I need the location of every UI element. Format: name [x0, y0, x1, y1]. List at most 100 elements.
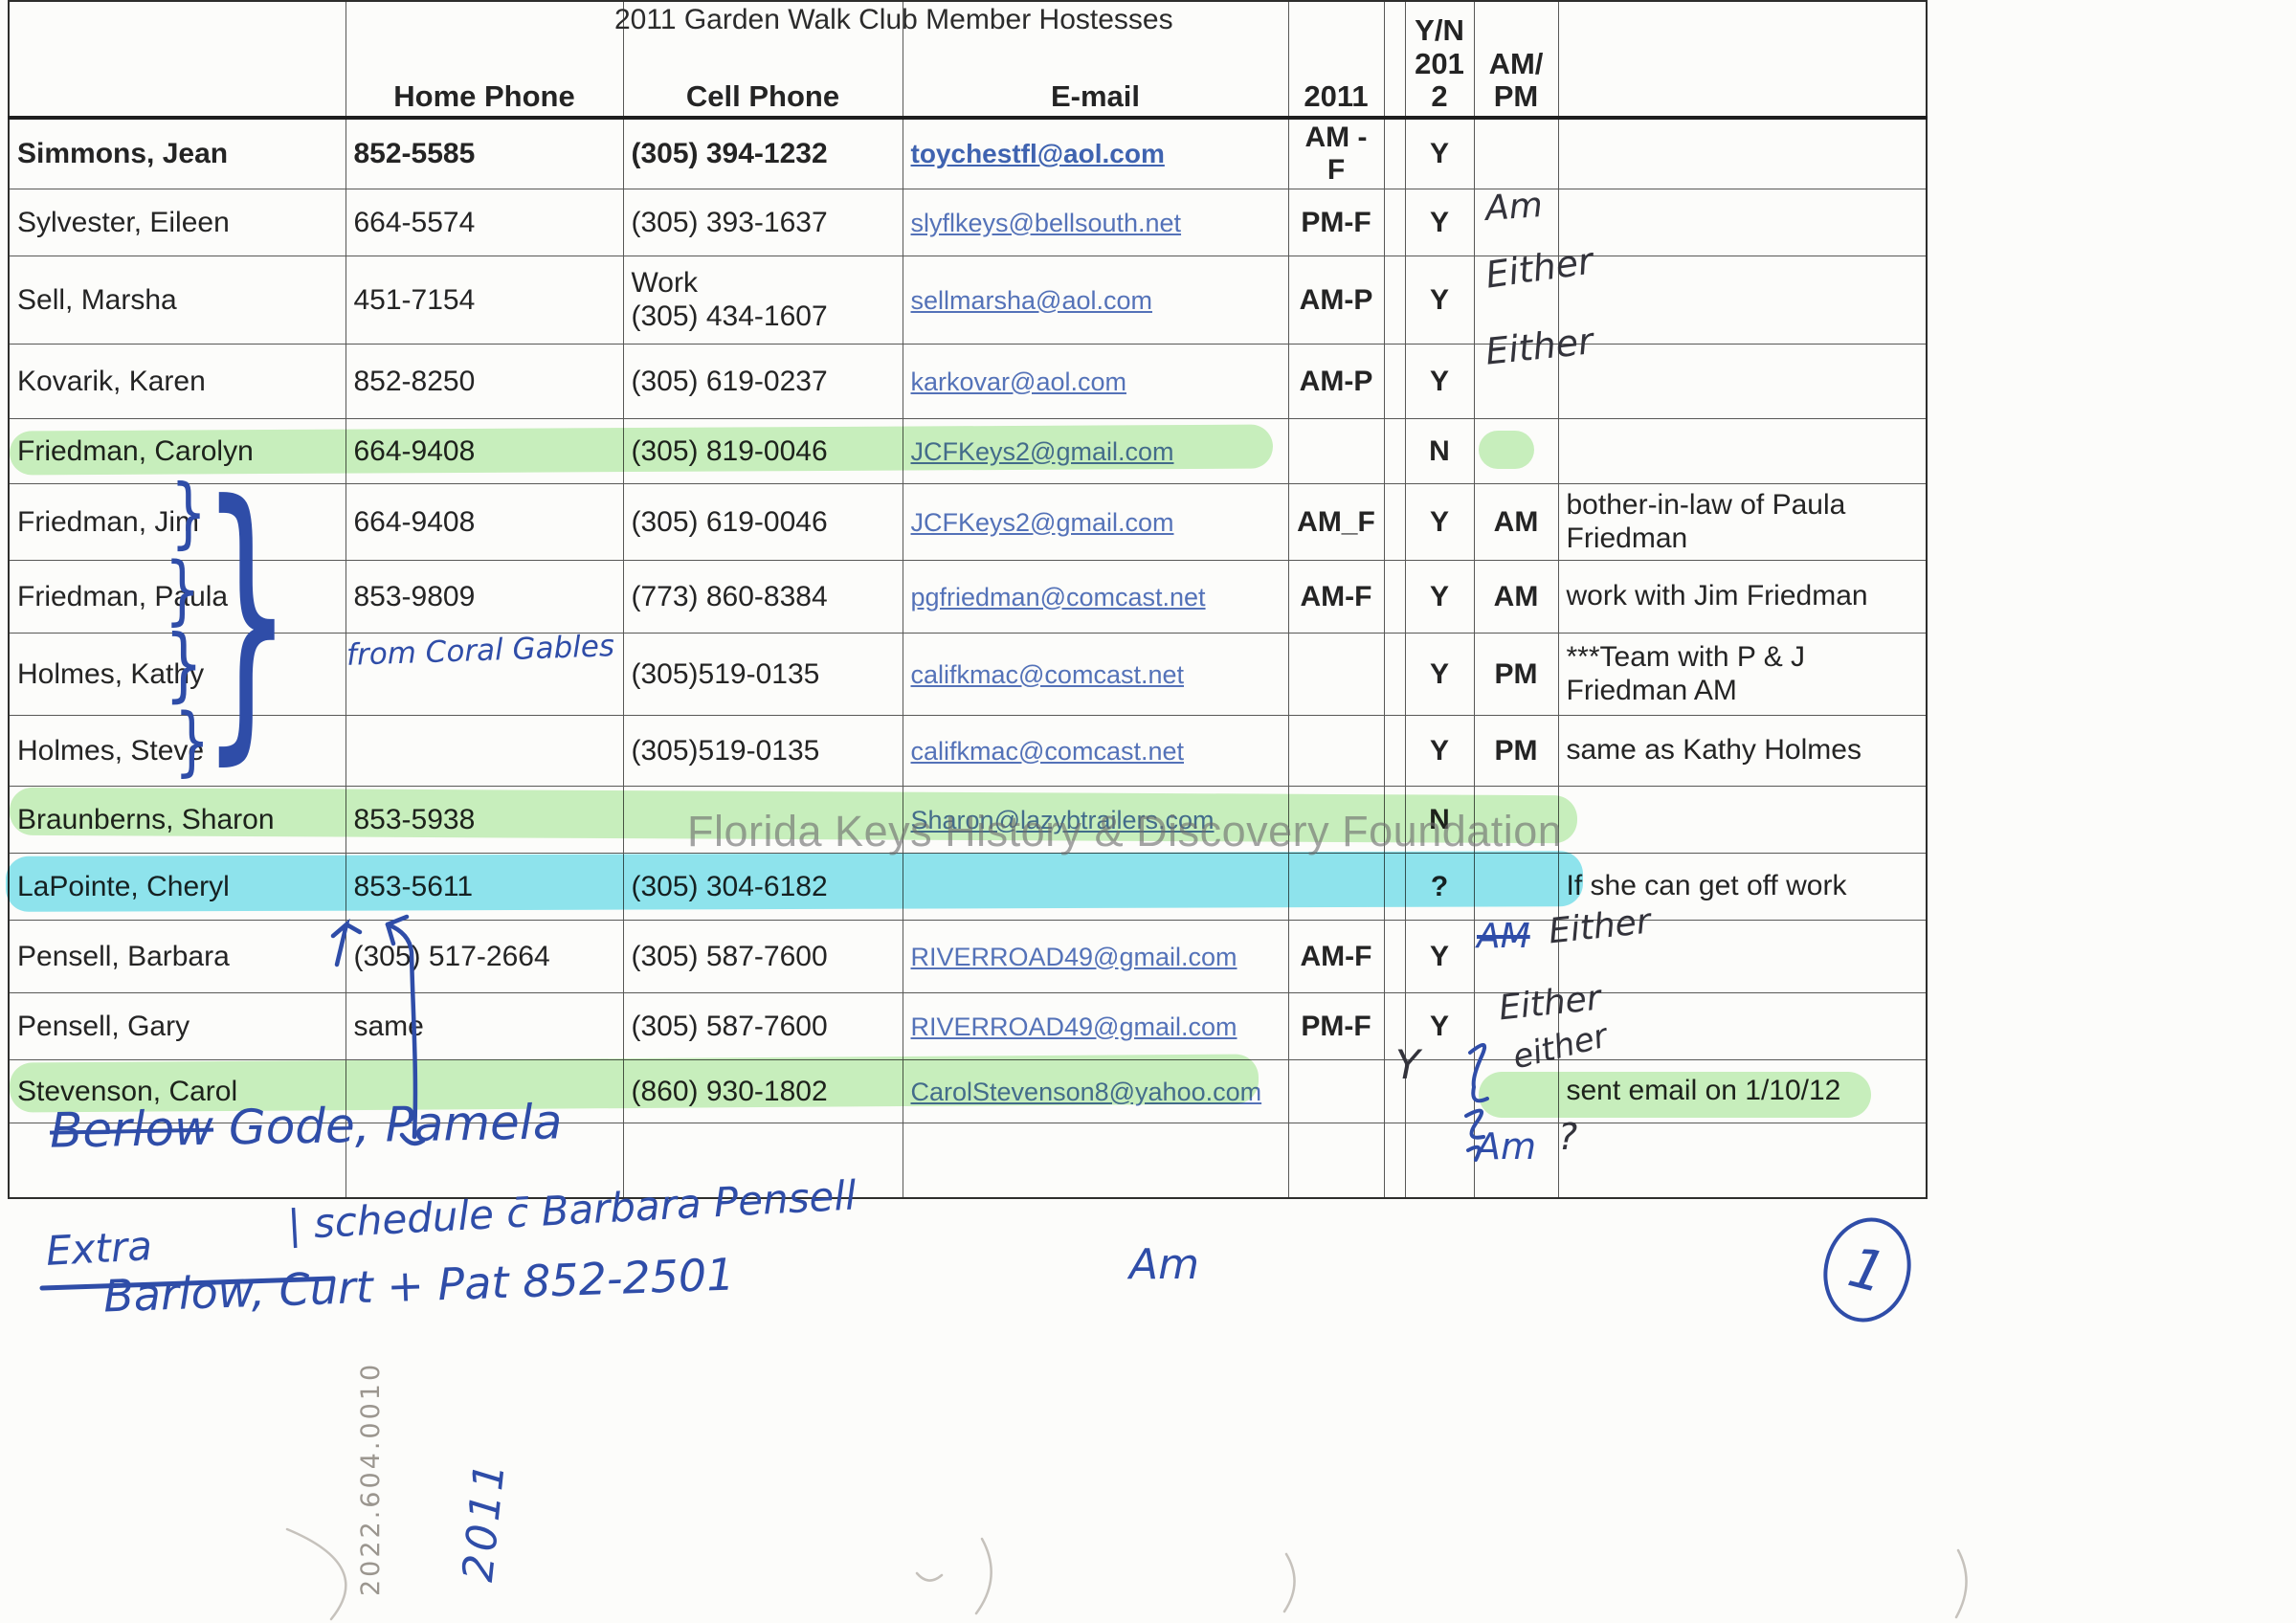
- 2011-cell: [1287, 715, 1385, 787]
- yn-cell: Y: [1404, 189, 1475, 256]
- header-row: Home Phone Cell Phone E-mail 2011 Y/N 20…: [8, 0, 1928, 120]
- page-number: 1: [1841, 1234, 1893, 1306]
- email-text: CarolStevenson8@yahoo.com: [910, 1077, 1262, 1106]
- ampm-cell: [1473, 920, 1559, 993]
- spacer-cell: [1383, 483, 1406, 561]
- table-row-holmes-steve: Holmes, Steve (305)519-0135 califkmac@co…: [8, 715, 1928, 787]
- cell-phone-cell: [622, 1123, 903, 1198]
- home-phone-cell: 664-9408: [345, 418, 624, 484]
- note-cell: If she can get off work: [1557, 853, 1928, 921]
- email-cell: slyflkeys@bellsouth.net: [902, 189, 1289, 256]
- handwritten-ampm-sylvester: Am: [1483, 185, 1545, 230]
- note-cell: [1557, 256, 1928, 345]
- pencil-marks: [285, 1527, 1968, 1621]
- name-cell: Pensell, Gary: [8, 992, 346, 1060]
- handwritten-extra-label: Extra: [44, 1222, 154, 1275]
- yn-cell: N: [1404, 418, 1475, 484]
- name-cell: [8, 1123, 346, 1198]
- ampm-cell: PM: [1473, 633, 1559, 716]
- email-cell: JCFKeys2@gmail.com: [902, 418, 1289, 484]
- catalog-number: 2022.604.0010: [356, 1361, 386, 1596]
- handwritten-gode-name: Gode, Pamela: [228, 1094, 563, 1156]
- brace-ink: }: [165, 617, 204, 711]
- ampm-cell: [1473, 418, 1559, 484]
- note-cell: [1557, 344, 1928, 419]
- spacer-cell: [1383, 853, 1406, 921]
- email-cell: califkmac@comcast.net: [902, 715, 1289, 787]
- email-text: califkmac@comcast.net: [910, 659, 1185, 689]
- email-cell: JCFKeys2@gmail.com: [902, 483, 1289, 561]
- note-cell: [1557, 992, 1928, 1060]
- spacer-cell: [1383, 256, 1406, 345]
- handwritten-struck-berlow: Berlow: [49, 1100, 214, 1159]
- email-cell: CarolStevenson8@yahoo.com: [902, 1059, 1289, 1123]
- email-cell: sellmarsha@aol.com: [902, 256, 1289, 345]
- table-row-friedman-carolyn: Friedman, Carolyn 664-9408 (305) 819-004…: [8, 418, 1928, 484]
- ampm-cell: PM: [1473, 715, 1559, 787]
- watermark-text: Florida Keys History & Discovery Foundat…: [687, 807, 1563, 856]
- name-cell: Friedman, Jim: [8, 483, 346, 561]
- handwritten-am-extra: Am: [1129, 1240, 1199, 1289]
- cell-phone-cell: (773) 860-8384: [622, 560, 903, 634]
- home-phone-cell: same: [345, 992, 624, 1060]
- yn-cell: Y: [1404, 920, 1475, 993]
- yn-cell: Y: [1404, 633, 1475, 716]
- note-cell: [1557, 189, 1928, 256]
- email-text: karkovar@aol.com: [910, 367, 1126, 396]
- home-phone-cell: 853-9809: [345, 560, 624, 634]
- email-cell: pgfriedman@comcast.net: [902, 560, 1289, 634]
- header-cell-phone: Cell Phone: [622, 0, 903, 120]
- cell-phone-number: (305) 434-1607: [631, 300, 828, 332]
- email-text: JCFKeys2@gmail.com: [910, 436, 1174, 466]
- home-phone-cell: (305) 517-2664: [345, 920, 624, 993]
- handwritten-ampm-gode: Am: [1476, 1125, 1537, 1167]
- spacer-cell: [1383, 117, 1406, 189]
- header-notes: [1557, 0, 1928, 120]
- brace-ink: }: [174, 699, 211, 785]
- 2011-cell: AM-P: [1287, 256, 1385, 345]
- handwritten-barlow-entry: Barlow, Curt + Pat 852-2501: [102, 1248, 736, 1323]
- cell-phone-cell: (305) 619-0237: [622, 344, 903, 419]
- cell-phone-cell: (305) 587-7600: [622, 920, 903, 993]
- spacer-cell: [1383, 1123, 1406, 1198]
- cell-phone-cell: (305)519-0135: [622, 633, 903, 716]
- name-cell: LaPointe, Cheryl: [8, 853, 346, 921]
- table-row-gode: [8, 1123, 1928, 1198]
- brace-ink: }: [170, 468, 208, 557]
- name-cell: Sell, Marsha: [8, 256, 346, 345]
- name-cell: Holmes, Kathy: [8, 633, 346, 716]
- handwritten-gode-pamela: Berlow Gode, Pamela: [50, 1094, 563, 1158]
- home-phone-cell: 451-7154: [345, 256, 624, 345]
- table-row-friedman-jim: Friedman, Jim 664-9408 (305) 619-0046 JC…: [8, 483, 1928, 561]
- email-cell: RIVERROAD49@gmail.com: [902, 920, 1289, 993]
- cell-phone-cell: (305) 304-6182: [622, 853, 903, 921]
- 2011-cell: PM-F: [1287, 992, 1385, 1060]
- 2011-cell: AM_F: [1287, 483, 1385, 561]
- table-row-pensell-gary: Pensell, Gary same (305) 587-7600 RIVERR…: [8, 992, 1928, 1060]
- hostess-roster-table: Home Phone Cell Phone E-mail 2011 Y/N 20…: [8, 0, 1928, 1199]
- cell-phone-cell: (305)519-0135: [622, 715, 903, 787]
- yn-cell: Y: [1404, 715, 1475, 787]
- name-cell: Holmes, Steve: [8, 715, 346, 787]
- note-cell: [1557, 920, 1928, 993]
- yn-cell: ?: [1404, 853, 1475, 921]
- 2011-cell: [1287, 418, 1385, 484]
- yn-cell: Y: [1404, 117, 1475, 189]
- table-row-friedman-paula: Friedman, Paula 853-9809 (773) 860-8384 …: [8, 560, 1928, 634]
- ampm-cell: [1473, 117, 1559, 189]
- 2011-cell: [1287, 1059, 1385, 1123]
- ampm-cell: [1473, 853, 1559, 921]
- email-cell: toychestfl@aol.com: [902, 117, 1289, 189]
- 2011-cell: [1287, 1123, 1385, 1198]
- table-row-kovarik: Kovarik, Karen 852-8250 (305) 619-0237 k…: [8, 344, 1928, 419]
- table-row-simmons: Simmons, Jean 852-5585 (305) 394-1232 to…: [8, 117, 1928, 189]
- spacer-cell: [1383, 715, 1406, 787]
- table-row-sylvester: Sylvester, Eileen 664-5574 (305) 393-163…: [8, 189, 1928, 256]
- note-cell: [1557, 418, 1928, 484]
- 2011-cell: [1287, 633, 1385, 716]
- name-cell: Kovarik, Karen: [8, 344, 346, 419]
- table-row-sell: Sell, Marsha 451-7154 Work (305) 434-1607…: [8, 256, 1928, 345]
- name-cell: Pensell, Barbara: [8, 920, 346, 993]
- note-cell: [1557, 117, 1928, 189]
